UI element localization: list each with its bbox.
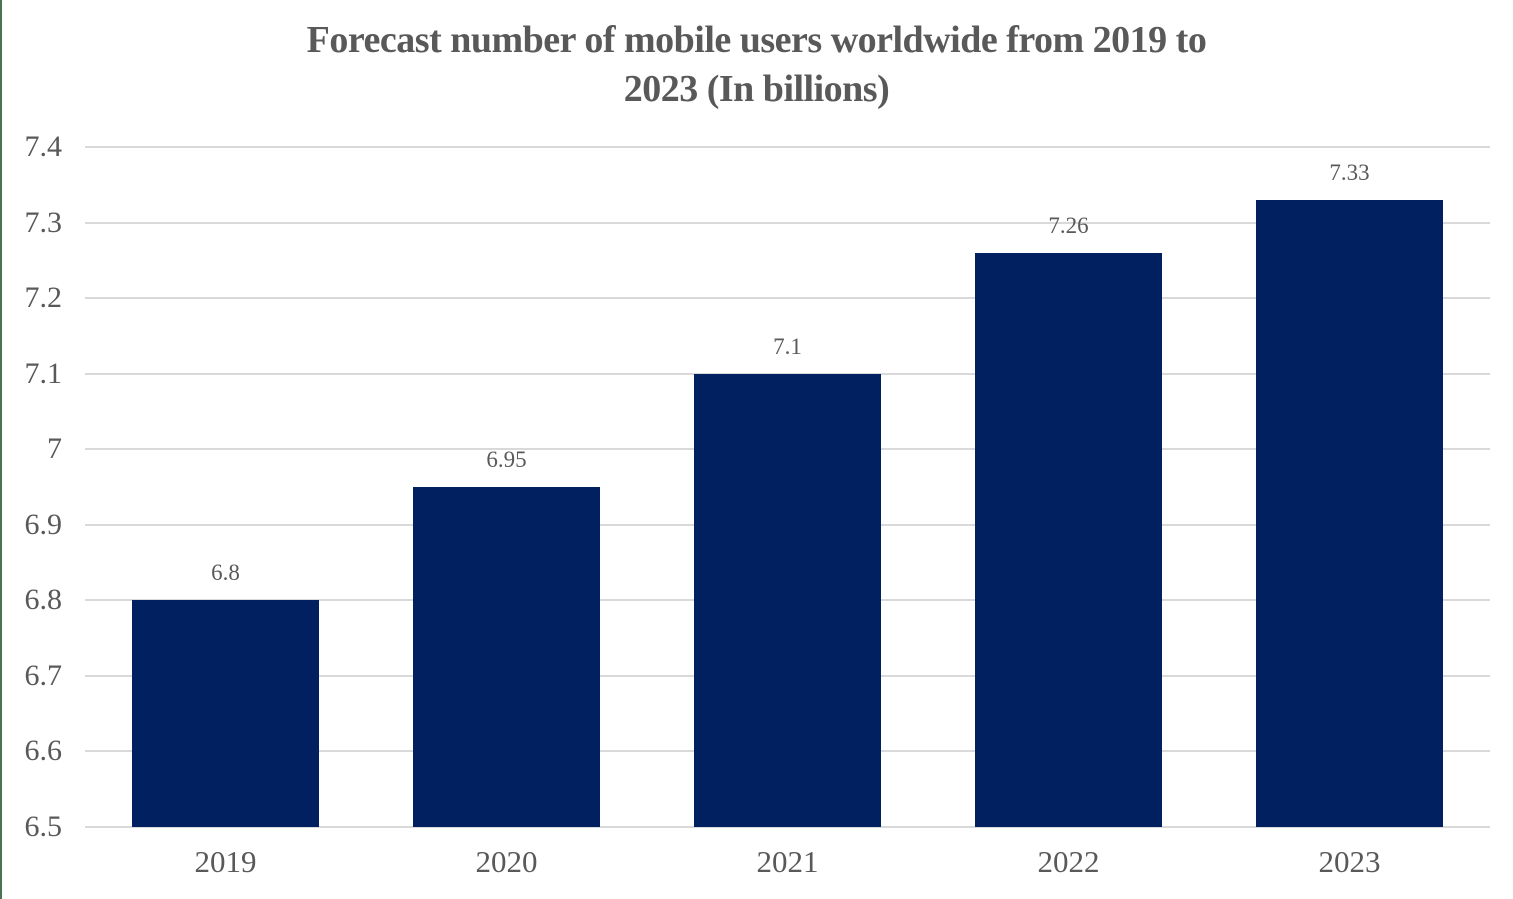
bar-value-label: 6.8 — [211, 560, 240, 586]
x-axis-tick-label: 2023 — [1318, 844, 1381, 879]
bar-2023 — [1256, 199, 1443, 827]
bar-value-label: 7.26 — [1048, 212, 1089, 238]
gridline-7.4 — [85, 146, 1490, 148]
gridline-7.2 — [85, 297, 1490, 300]
gridline-7.3 — [85, 221, 1490, 224]
left-accent-border — [0, 0, 2, 899]
x-axis-tick-label: 2019 — [194, 844, 257, 879]
x-axis-tick-label: 2020 — [475, 844, 538, 879]
gridline-6.5 — [85, 826, 1490, 828]
y-axis-tick-label: 6.8 — [24, 583, 63, 617]
bar-value-label: 6.95 — [486, 447, 527, 472]
bar-2019 — [132, 600, 319, 827]
y-axis-tick-label: 6.5 — [24, 810, 63, 843]
chart-title-line-2: 2023 (In billions) — [623, 68, 890, 111]
bar-2021 — [694, 373, 881, 827]
chart-title-line-1: Forecast number of mobile users worldwid… — [306, 19, 1207, 61]
y-axis-tick-label: 6.7 — [24, 658, 63, 692]
bar-value-label: 7.33 — [1329, 159, 1370, 185]
x-axis-tick-label: 2021 — [756, 844, 819, 879]
y-axis-tick-label: 7.4 — [24, 130, 63, 163]
y-axis-tick-label: 6.6 — [24, 734, 63, 768]
bar-2020 — [413, 487, 600, 827]
y-axis-tick-label: 7.1 — [24, 356, 63, 390]
bar-value-label: 7.1 — [773, 333, 802, 359]
y-axis-tick-label: 7 — [47, 432, 62, 466]
x-axis-tick-label: 2022 — [1037, 844, 1100, 879]
y-axis-tick-label: 6.9 — [24, 507, 63, 541]
y-axis-tick-label: 7.3 — [24, 205, 63, 239]
y-axis-tick-label: 7.2 — [24, 281, 63, 315]
chart-title: Forecast number of mobile users worldwid… — [0, 16, 1513, 115]
bar-2022 — [975, 252, 1162, 827]
